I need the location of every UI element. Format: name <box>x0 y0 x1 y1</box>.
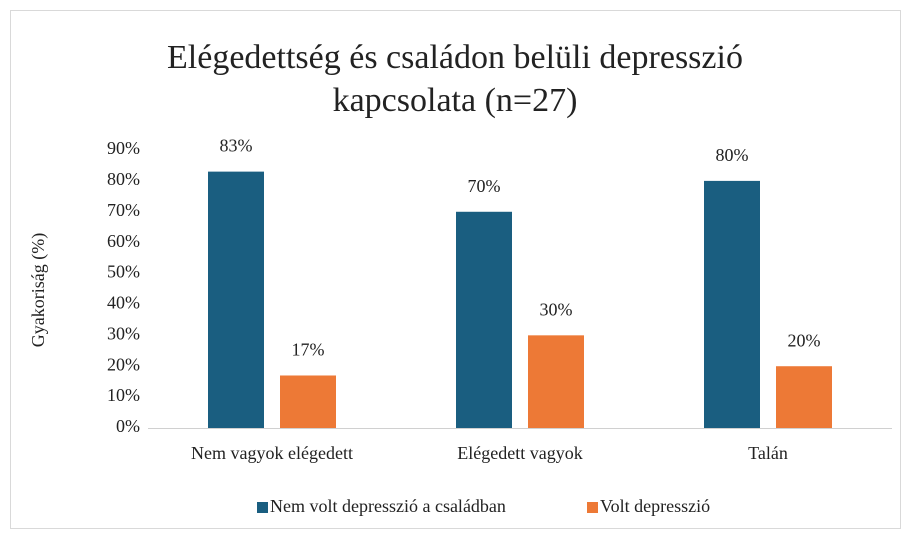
bar <box>528 335 584 428</box>
legend-label: Volt depresszió <box>600 496 710 516</box>
y-tick-label: 30% <box>107 323 140 343</box>
y-tick-label: 90% <box>107 138 140 158</box>
data-label: 30% <box>540 299 573 319</box>
data-label: 80% <box>716 145 749 165</box>
y-axis-label: Gyakoriság (%) <box>28 233 49 347</box>
x-tick-label: Talán <box>748 443 788 463</box>
data-label: 20% <box>788 330 821 350</box>
bar <box>704 180 760 428</box>
x-tick-label: Nem vagyok elégedett <box>191 443 353 463</box>
data-label: 17% <box>292 340 325 360</box>
data-label: 70% <box>468 176 501 196</box>
y-tick-label: 60% <box>107 231 140 251</box>
data-label: 83% <box>220 136 253 156</box>
bar <box>456 211 512 428</box>
legend-label: Nem volt depresszió a családban <box>270 496 506 516</box>
bar <box>776 366 832 428</box>
y-tick-label: 80% <box>107 169 140 189</box>
chart-title: Elégedettség és családon belüli depressz… <box>167 39 743 119</box>
y-tick-label: 20% <box>107 354 140 374</box>
y-tick-label: 70% <box>107 200 140 220</box>
bar <box>208 171 264 428</box>
legend-swatch <box>257 502 268 513</box>
y-tick-label: 40% <box>107 293 140 313</box>
y-tick-label: 0% <box>116 416 140 436</box>
bar <box>280 375 336 428</box>
x-tick-label: Elégedett vagyok <box>457 443 582 463</box>
y-tick-label: 10% <box>107 385 140 405</box>
legend-swatch <box>587 502 598 513</box>
y-tick-label: 50% <box>107 262 140 282</box>
chart-border <box>10 10 901 529</box>
